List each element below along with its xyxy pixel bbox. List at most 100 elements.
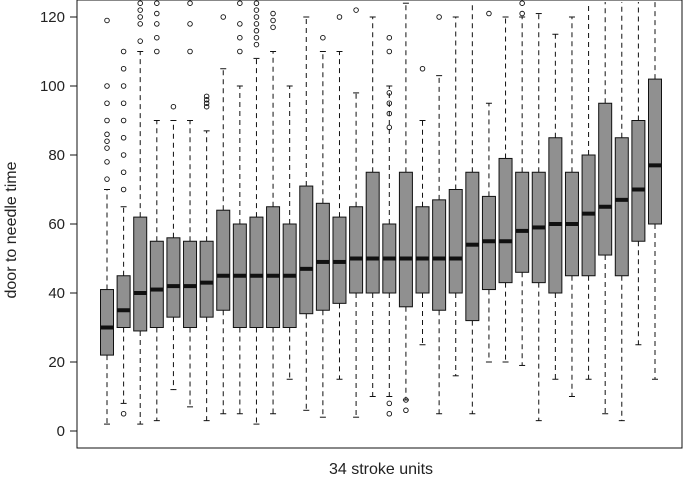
box-unit-4 <box>149 0 164 422</box>
outlier-point <box>203 103 210 110</box>
iqr-box <box>199 240 214 318</box>
outlier-point <box>104 138 110 144</box>
box-unit-13 <box>299 16 314 411</box>
iqr-box <box>100 289 114 356</box>
outlier-point <box>403 407 409 414</box>
box-unit-31 <box>598 2 613 415</box>
iqr-box <box>398 171 413 308</box>
y-tick-label: 40 <box>48 285 65 302</box>
outlier-point <box>120 411 127 417</box>
outlier-point <box>386 100 393 106</box>
box-unit-11 <box>266 10 281 415</box>
outlier-point <box>104 100 110 106</box>
outlier-point <box>519 10 525 17</box>
box-unit-20 <box>415 65 430 346</box>
y-axis-title: door to needle time <box>3 161 20 298</box>
iqr-box <box>548 137 563 294</box>
iqr-box <box>149 240 164 328</box>
box-unit-17 <box>365 16 380 397</box>
outlier-point <box>203 93 210 100</box>
x-axis-title: 34 stroke units <box>329 461 433 478</box>
outlier-point <box>137 21 143 27</box>
outlier-point <box>104 83 110 89</box>
outlier-point <box>120 134 127 141</box>
box-unit-1 <box>100 17 114 425</box>
iqr-box <box>415 206 430 294</box>
iqr-box <box>315 202 330 311</box>
iqr-box <box>216 209 231 311</box>
outlier-point <box>253 7 260 13</box>
outlier-point <box>386 90 393 96</box>
iqr-box <box>631 120 646 242</box>
outlier-point <box>386 400 393 407</box>
outlier-point <box>270 24 276 31</box>
iqr-box <box>166 237 181 318</box>
box-unit-18 <box>382 34 397 417</box>
y-tick-label: 60 <box>48 216 65 233</box>
box-unit-7 <box>199 93 214 422</box>
outlier-point <box>253 0 260 6</box>
y-tick-label: 120 <box>40 9 65 26</box>
box-unit-14 <box>315 34 330 418</box>
box-unit-8 <box>216 14 231 415</box>
outlier-point <box>237 21 243 27</box>
outlier-point <box>353 7 359 13</box>
outlier-point <box>203 100 210 106</box>
iqr-box <box>116 275 131 328</box>
boxes-layer <box>100 0 662 425</box>
outlier-point <box>120 65 127 72</box>
box-unit-34 <box>648 2 662 380</box>
iqr-box <box>614 137 629 277</box>
outlier-point <box>386 411 393 417</box>
outlier-point <box>320 34 326 41</box>
outlier-point <box>419 65 426 72</box>
box-unit-19 <box>398 2 413 414</box>
outlier-point <box>120 117 127 124</box>
box-unit-32 <box>614 2 629 422</box>
outlier-point <box>154 10 160 17</box>
outlier-point <box>120 186 127 193</box>
box-unit-30 <box>581 2 596 380</box>
iqr-box <box>598 102 613 256</box>
outlier-point <box>120 152 127 158</box>
outlier-point <box>104 17 110 24</box>
box-unit-5 <box>166 103 181 391</box>
iqr-box <box>448 189 463 294</box>
outlier-point <box>253 34 260 41</box>
outlier-point <box>237 48 243 55</box>
iqr-box <box>648 78 662 225</box>
iqr-box <box>249 216 264 329</box>
outlier-point <box>403 397 409 403</box>
outlier-point <box>436 14 442 20</box>
iqr-box <box>266 206 281 328</box>
outlier-point <box>486 10 492 17</box>
box-unit-16 <box>349 7 364 418</box>
box-unit-22 <box>448 16 463 377</box>
box-unit-29 <box>564 16 579 397</box>
outlier-point <box>120 169 127 175</box>
outlier-point <box>270 10 276 17</box>
outlier-point <box>187 21 193 27</box>
outlier-point <box>120 83 127 89</box>
iqr-box <box>349 206 364 294</box>
box-unit-12 <box>282 85 297 380</box>
outlier-point <box>104 145 110 151</box>
outlier-point <box>170 103 177 110</box>
outlier-point <box>253 14 260 20</box>
box-unit-27 <box>531 13 546 422</box>
box-unit-9 <box>232 0 247 415</box>
outlier-point <box>270 17 276 24</box>
outlier-point <box>104 176 110 182</box>
outlier-point <box>104 117 110 124</box>
iqr-box <box>432 199 447 311</box>
box-unit-28 <box>548 33 563 380</box>
outlier-point <box>336 14 343 20</box>
outlier-point <box>104 159 110 165</box>
box-unit-33 <box>631 2 646 346</box>
y-tick-label: 0 <box>57 423 65 440</box>
outlier-point <box>137 7 143 13</box>
outlier-point <box>120 48 127 55</box>
iqr-box <box>133 216 148 332</box>
outlier-point <box>253 21 260 27</box>
